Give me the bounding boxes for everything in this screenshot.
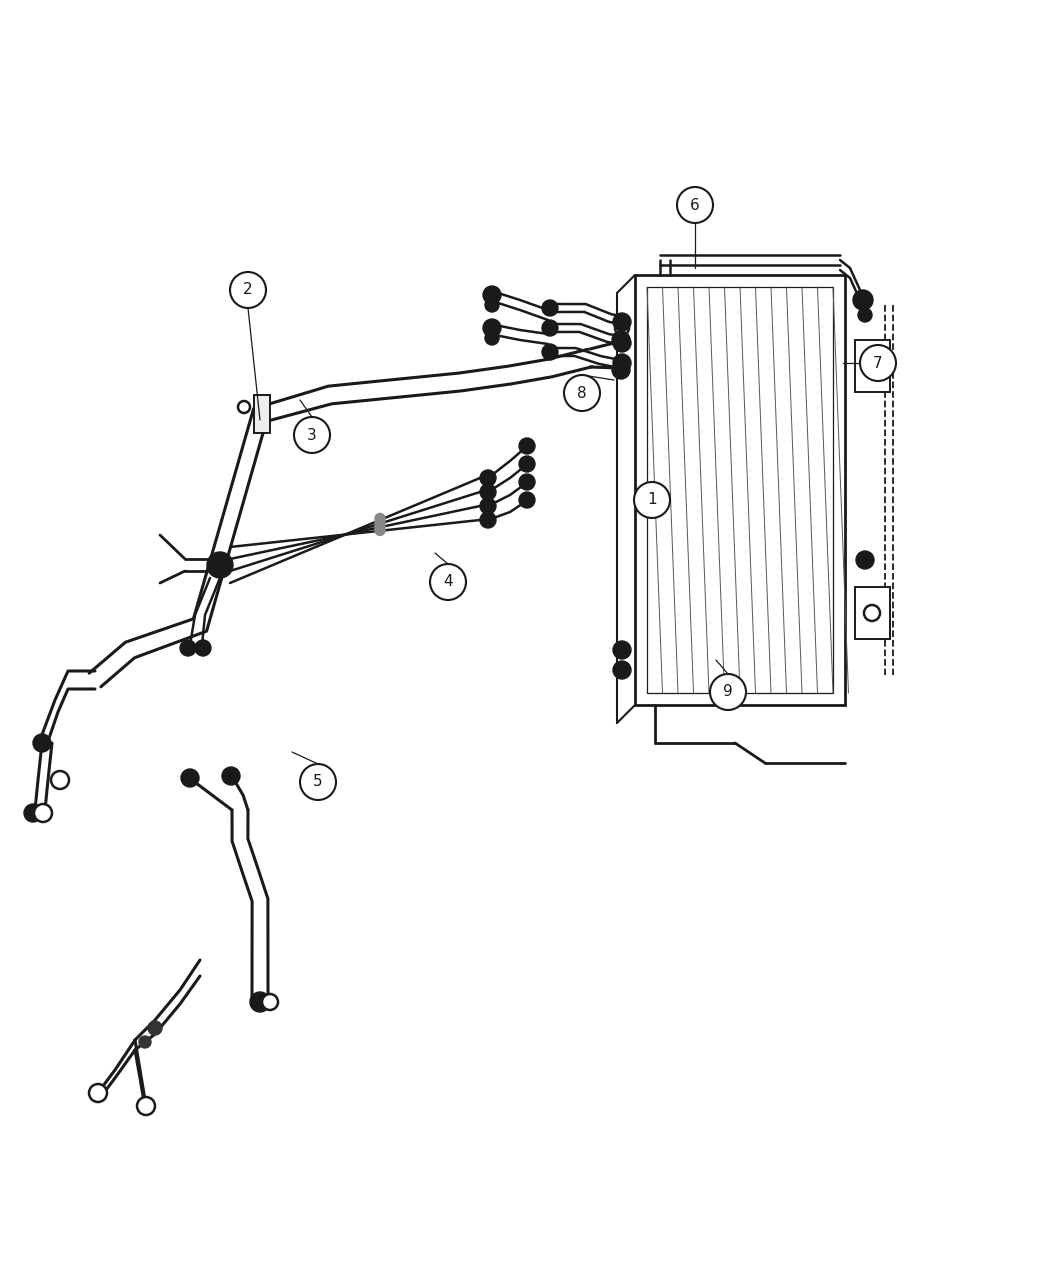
Circle shape (300, 764, 336, 799)
Bar (855, 340, 890, 391)
Circle shape (375, 518, 385, 528)
Text: 5: 5 (313, 774, 322, 789)
Circle shape (89, 1084, 107, 1102)
Bar (647, 287, 833, 694)
Circle shape (519, 474, 536, 490)
Text: 1: 1 (647, 492, 657, 507)
Text: 2: 2 (244, 283, 253, 297)
Circle shape (613, 312, 631, 332)
Circle shape (207, 552, 233, 578)
Circle shape (34, 805, 52, 822)
Circle shape (24, 805, 42, 822)
Text: 4: 4 (443, 575, 453, 589)
Circle shape (238, 402, 250, 413)
Bar (254, 395, 270, 434)
Circle shape (136, 1096, 155, 1116)
Circle shape (519, 439, 536, 454)
Circle shape (853, 289, 873, 310)
Bar (635, 275, 845, 705)
Circle shape (294, 417, 330, 453)
Circle shape (430, 564, 466, 601)
Circle shape (542, 300, 558, 316)
Circle shape (856, 551, 874, 569)
Circle shape (480, 484, 496, 500)
Circle shape (542, 344, 558, 360)
Circle shape (375, 525, 385, 536)
Circle shape (250, 992, 270, 1012)
Text: 7: 7 (874, 356, 883, 371)
Circle shape (613, 660, 631, 680)
Circle shape (864, 358, 880, 374)
Circle shape (542, 320, 558, 337)
Circle shape (180, 640, 196, 657)
Circle shape (860, 346, 896, 381)
Circle shape (485, 298, 499, 312)
Circle shape (33, 734, 51, 752)
Circle shape (612, 361, 630, 379)
Circle shape (222, 768, 240, 785)
Circle shape (139, 1037, 151, 1048)
Circle shape (519, 456, 536, 472)
Circle shape (519, 492, 536, 507)
Circle shape (677, 187, 713, 223)
Circle shape (195, 640, 211, 657)
Circle shape (375, 521, 385, 532)
Text: 6: 6 (690, 198, 700, 213)
Circle shape (483, 286, 501, 303)
Text: 9: 9 (723, 685, 733, 700)
Circle shape (864, 606, 880, 621)
Circle shape (483, 319, 501, 337)
Bar (855, 586, 890, 639)
Circle shape (564, 375, 600, 411)
Circle shape (485, 332, 499, 346)
Circle shape (615, 321, 629, 335)
Text: 3: 3 (307, 427, 317, 442)
Circle shape (612, 332, 630, 349)
Circle shape (480, 470, 496, 486)
Circle shape (181, 769, 200, 787)
Circle shape (480, 513, 496, 528)
Circle shape (262, 994, 278, 1010)
Circle shape (710, 674, 746, 710)
Circle shape (480, 499, 496, 514)
Circle shape (634, 482, 670, 518)
Circle shape (858, 309, 871, 323)
Circle shape (51, 771, 69, 789)
Circle shape (613, 354, 631, 372)
Text: 8: 8 (578, 385, 587, 400)
Circle shape (148, 1021, 162, 1035)
Circle shape (613, 641, 631, 659)
Circle shape (230, 272, 266, 309)
Circle shape (613, 334, 631, 352)
Circle shape (375, 514, 385, 523)
